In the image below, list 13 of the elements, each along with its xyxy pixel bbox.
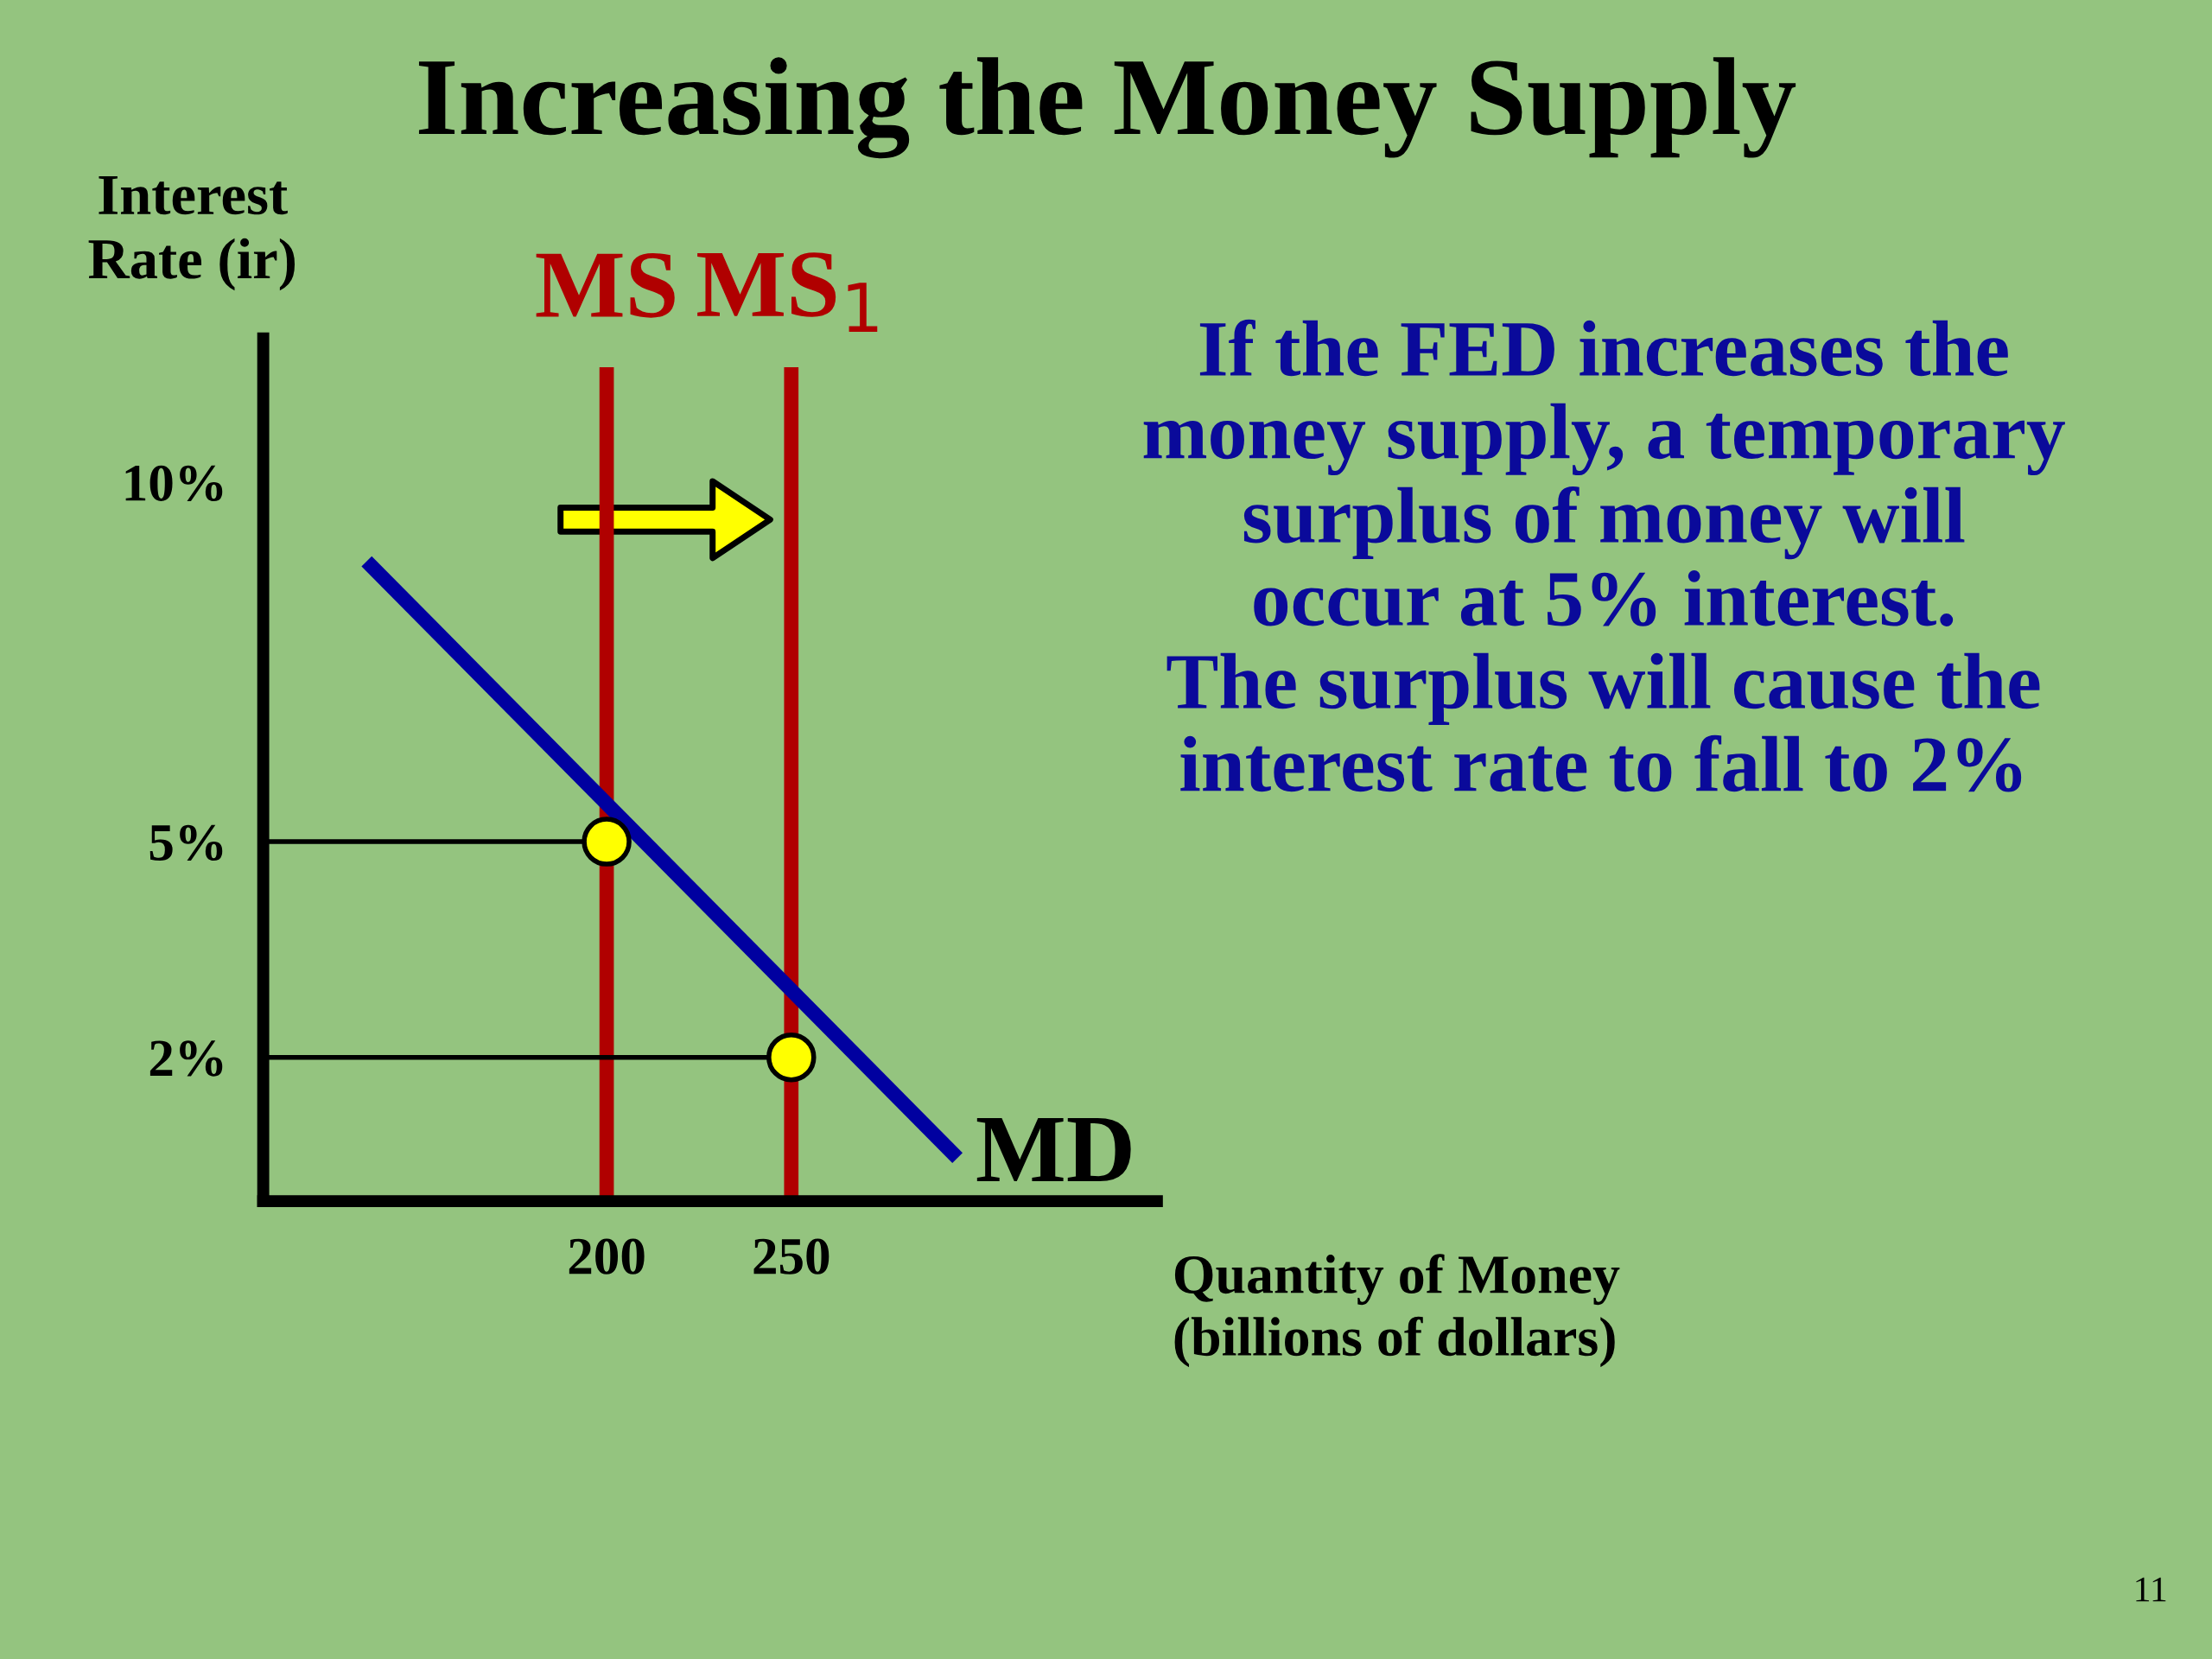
y-tick-label: 5% bbox=[149, 824, 223, 861]
y-tick-label: 2% bbox=[149, 1040, 223, 1077]
series-label: MS bbox=[536, 253, 675, 318]
chart-title: Increasing the Money Supply bbox=[418, 57, 1796, 159]
y-axis-title: Interest Rate (ir) bbox=[88, 176, 296, 291]
x-axis-title: Quantity of Money (billions of dollars) bbox=[1174, 1254, 1620, 1368]
y-tick-label: 10% bbox=[125, 465, 223, 502]
series-label: MD bbox=[976, 1118, 1131, 1182]
series-label: MS$_{1}$ bbox=[697, 252, 878, 332]
annotation: If the FED increases the money supply, a temporary surplus of money will occur at 5% interest. The surplus will cause the interest rate to fall to 2% bbox=[1143, 319, 2065, 792]
x-tick-label: 200 bbox=[569, 1238, 645, 1274]
text: 11 bbox=[2136, 1577, 2166, 1602]
x-tick-label: 250 bbox=[753, 1238, 830, 1274]
